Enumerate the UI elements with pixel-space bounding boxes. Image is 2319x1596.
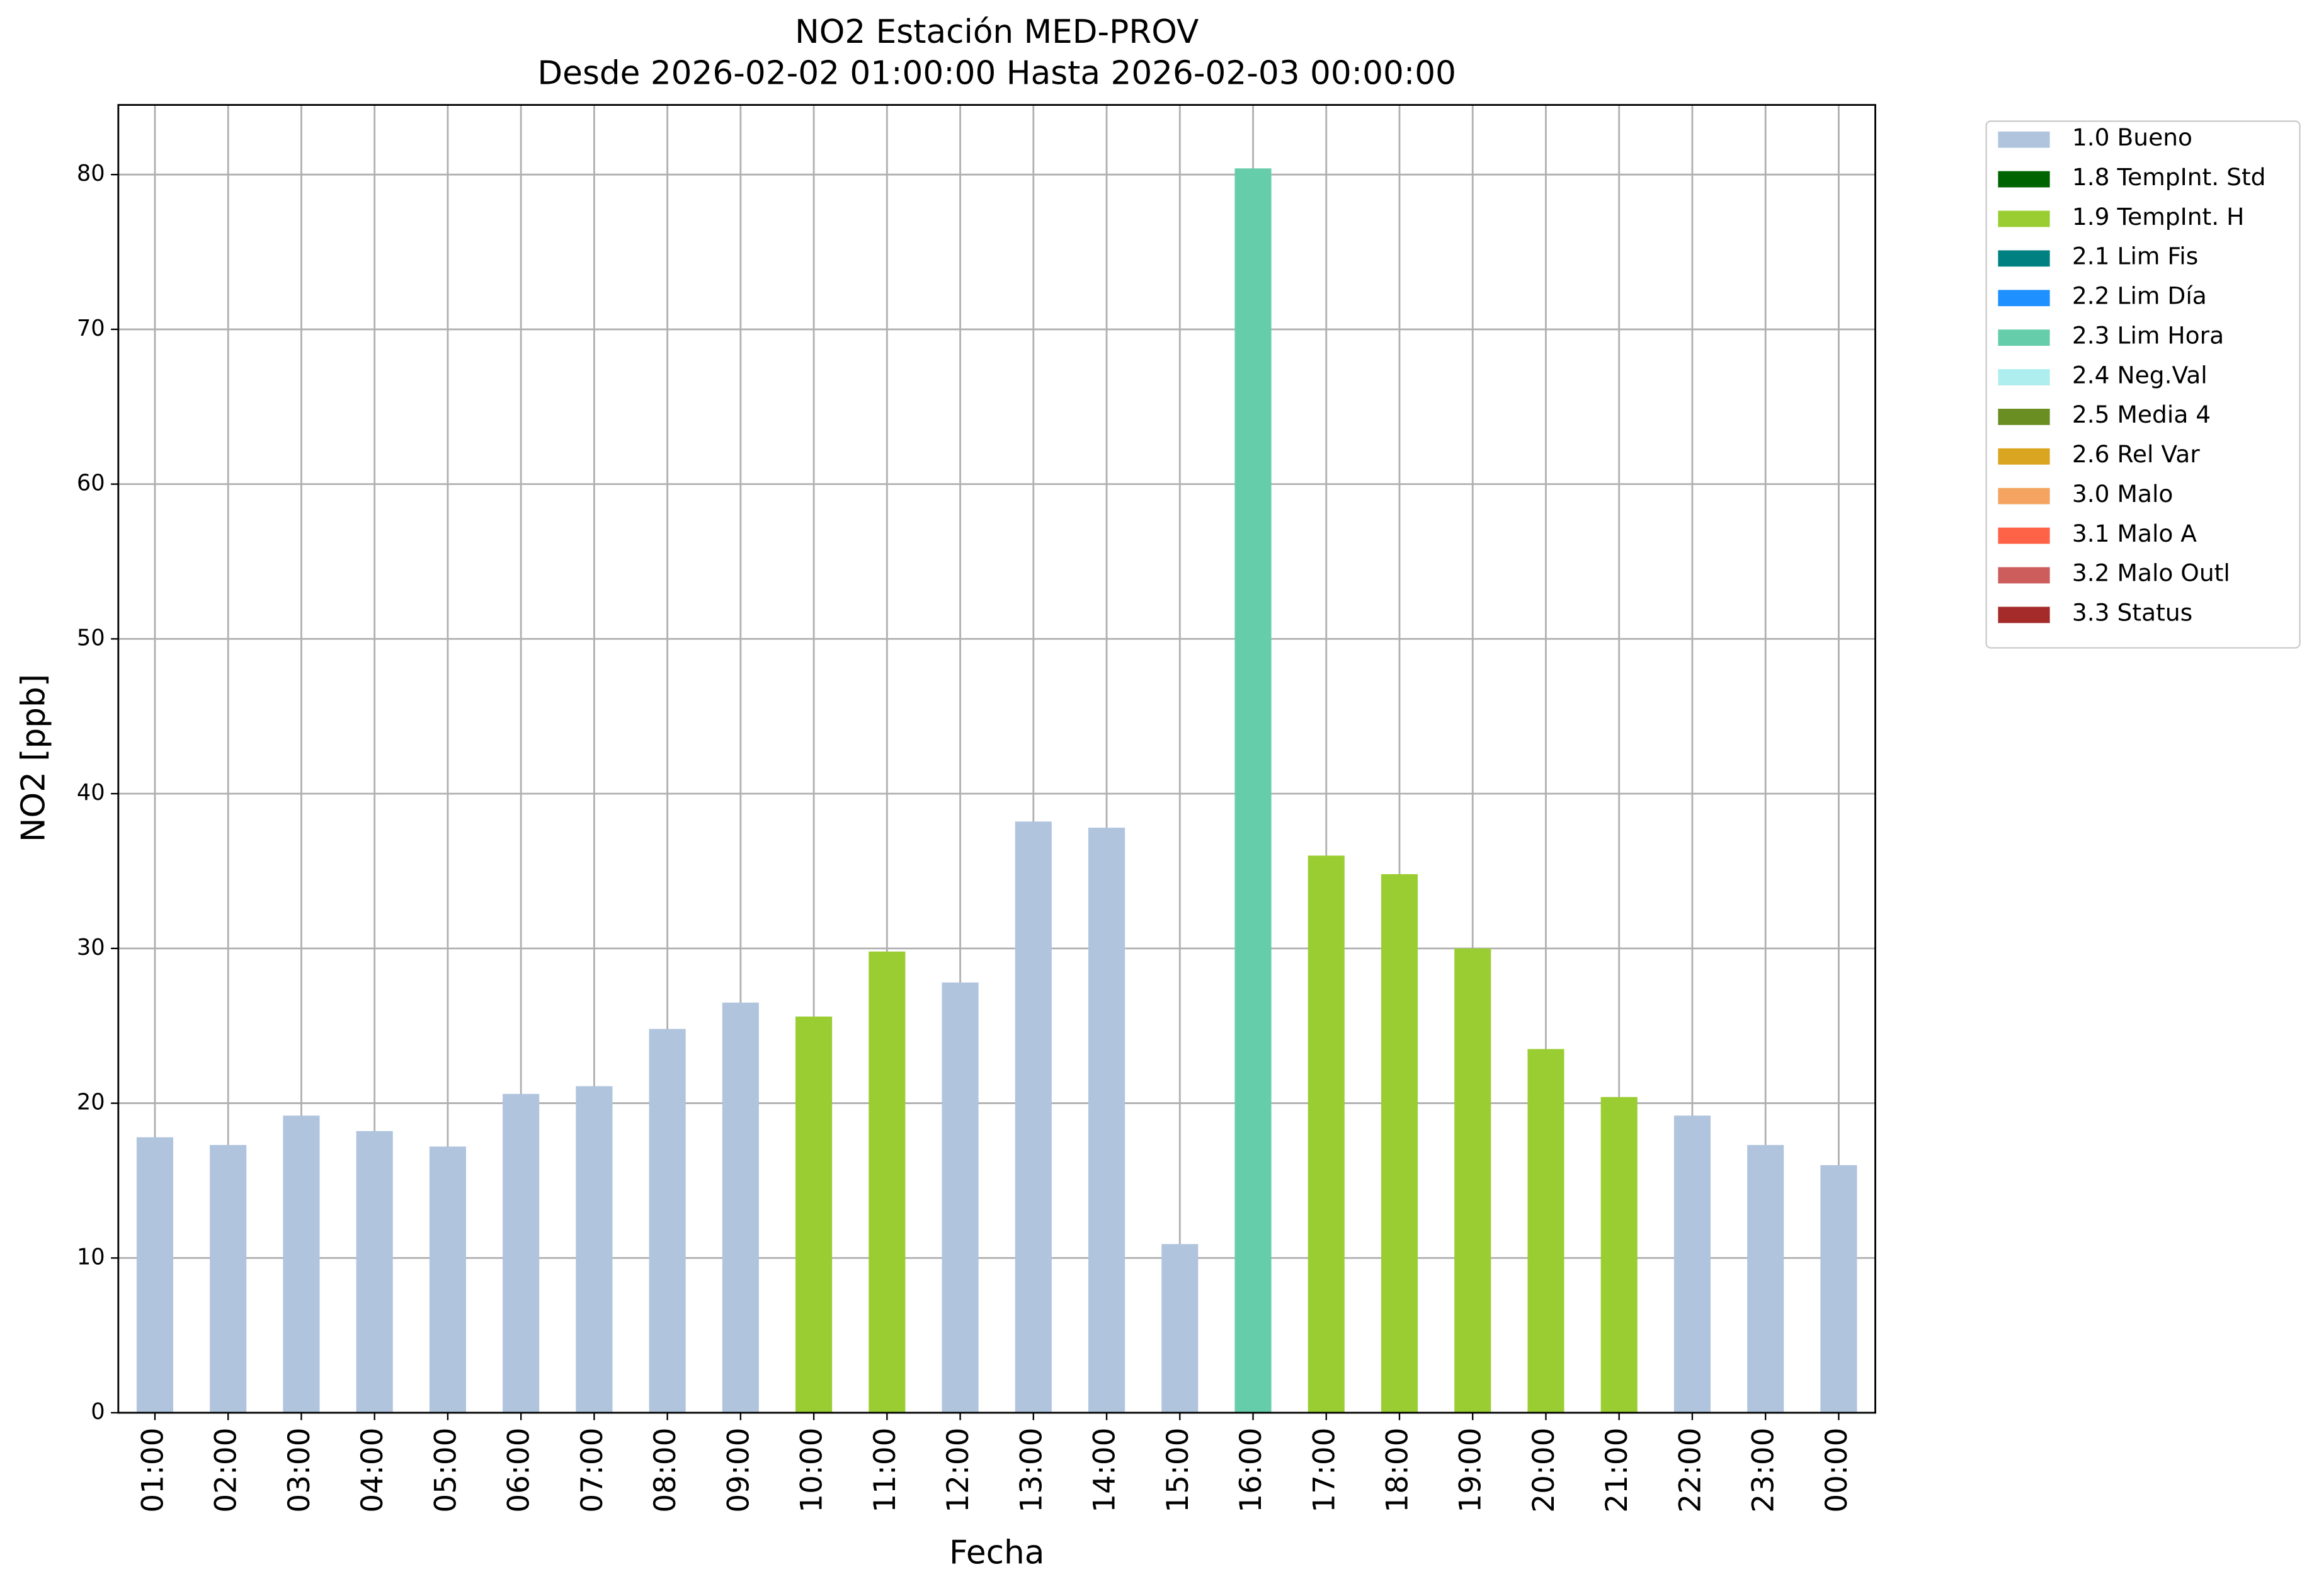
bar: [795, 1016, 833, 1413]
legend-swatch: [1998, 408, 2050, 425]
y-tick-label: 20: [77, 1090, 105, 1115]
bar: [1820, 1165, 1857, 1413]
y-tick-label: 70: [77, 316, 105, 341]
legend-label: 2.3 Lim Hora: [2072, 321, 2224, 349]
bar: [210, 1144, 247, 1413]
x-tick-label: 13:00: [1014, 1428, 1049, 1513]
bar: [1015, 821, 1052, 1413]
x-tick-label: 04:00: [355, 1428, 390, 1513]
bar: [576, 1086, 613, 1413]
x-tick-label: 05:00: [428, 1428, 463, 1513]
x-tick-label: 19:00: [1454, 1428, 1488, 1513]
chart-subtitle: Desde 2026-02-02 01:00:00 Hasta 2026-02-…: [537, 55, 1456, 93]
bar: [1161, 1244, 1199, 1413]
legend-label: 2.1 Lim Fis: [2072, 242, 2198, 270]
legend-swatch: [1998, 567, 2050, 584]
bar: [649, 1029, 686, 1413]
x-axis-label: Fecha: [949, 1534, 1044, 1571]
legend-label: 2.6 Rel Var: [2072, 440, 2200, 468]
bar: [1381, 874, 1418, 1413]
y-tick-label: 30: [77, 935, 105, 960]
legend-label: 2.5 Media 4: [2072, 401, 2211, 428]
x-tick-label: 00:00: [1820, 1428, 1854, 1513]
bar: [1747, 1144, 1784, 1413]
x-tick-label: 14:00: [1088, 1428, 1122, 1513]
x-tick-label: 18:00: [1380, 1428, 1415, 1513]
legend-label: 2.2 Lim Día: [2072, 282, 2207, 310]
legend-swatch: [1998, 527, 2050, 544]
bar: [1088, 828, 1125, 1413]
bar: [136, 1137, 174, 1413]
x-tick-label: 08:00: [648, 1428, 683, 1513]
legend-swatch: [1998, 369, 2050, 385]
y-tick-label: 0: [91, 1399, 105, 1425]
bar: [429, 1146, 466, 1413]
legend-swatch: [1998, 487, 2050, 504]
bar: [356, 1131, 393, 1413]
x-tick-label: 02:00: [209, 1428, 244, 1513]
plot-frame: [117, 104, 1876, 1414]
x-tick-label: 12:00: [941, 1428, 976, 1513]
legend-label: 2.4 Neg.Val: [2072, 361, 2208, 389]
chart-title: NO2 Estación MED-PROV: [795, 13, 1199, 51]
bar: [1308, 855, 1345, 1413]
x-tick-label: 21:00: [1600, 1428, 1634, 1513]
legend-swatch: [1998, 290, 2050, 307]
bar: [1600, 1097, 1638, 1413]
x-tick-label: 09:00: [721, 1428, 756, 1513]
x-tick-label: 23:00: [1746, 1428, 1781, 1513]
bar: [869, 951, 906, 1413]
bar: [1454, 948, 1491, 1413]
y-tick-label: 60: [77, 470, 105, 496]
bar: [1673, 1115, 1711, 1413]
bar: [722, 1002, 759, 1413]
legend-label: 1.8 TempInt. Std: [2072, 163, 2266, 191]
legend-swatch: [1998, 607, 2050, 624]
legend-swatch: [1998, 329, 2050, 346]
x-tick-label: 22:00: [1673, 1428, 1707, 1513]
y-axis-label: NO2 [ppb]: [14, 674, 52, 842]
legend-swatch: [1998, 171, 2050, 188]
x-tick-label: 10:00: [795, 1428, 829, 1513]
legend-label: 3.1 Malo A: [2072, 520, 2197, 547]
x-tick-label: 07:00: [575, 1428, 610, 1513]
legend-frame: [1985, 120, 2301, 649]
bar: [1234, 168, 1272, 1413]
legend-label: 1.0 Bueno: [2072, 123, 2192, 151]
x-tick-label: 15:00: [1161, 1428, 1195, 1513]
x-tick-label: 01:00: [135, 1428, 170, 1513]
bar: [942, 982, 979, 1413]
bar: [283, 1115, 320, 1413]
y-tick-label: 40: [77, 780, 105, 806]
x-tick-label: 16:00: [1234, 1428, 1268, 1513]
x-tick-label: 11:00: [868, 1428, 903, 1513]
y-tick-label: 50: [77, 625, 105, 651]
x-tick-label: 06:00: [502, 1428, 537, 1513]
y-tick-label: 10: [77, 1244, 105, 1270]
x-tick-label: 20:00: [1527, 1428, 1561, 1513]
legend-swatch: [1998, 448, 2050, 465]
legend-swatch: [1998, 210, 2050, 227]
legend-swatch: [1998, 250, 2050, 267]
legend-label: 3.3 Status: [2072, 599, 2192, 627]
legend-swatch: [1998, 131, 2050, 148]
x-tick-label: 17:00: [1307, 1428, 1342, 1513]
legend-label: 3.2 Malo Outl: [2072, 559, 2230, 587]
x-tick-label: 03:00: [282, 1428, 317, 1513]
legend-label: 1.9 TempInt. H: [2072, 203, 2245, 231]
bar: [503, 1093, 540, 1413]
legend-label: 3.0 Malo: [2072, 480, 2174, 508]
bar: [1527, 1049, 1564, 1413]
y-tick-label: 80: [77, 161, 105, 186]
